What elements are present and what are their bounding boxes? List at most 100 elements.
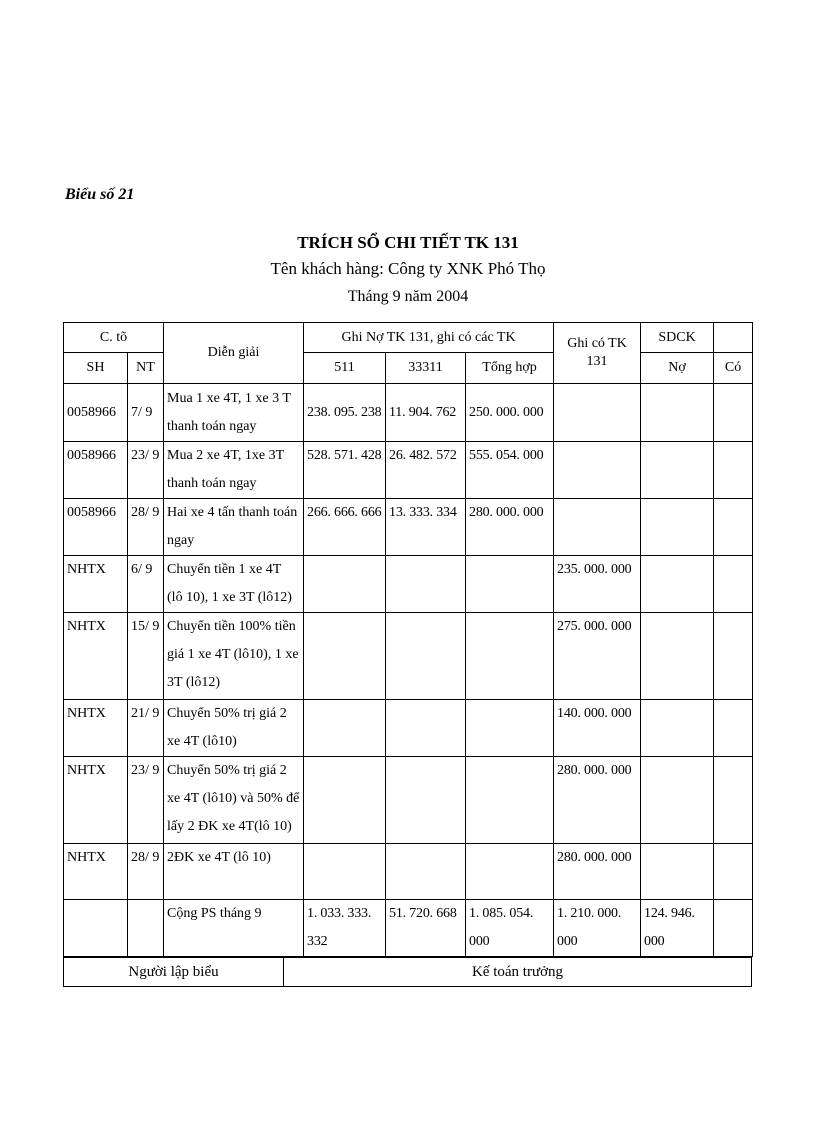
- cell-co: [713, 498, 754, 556]
- cell-co: [713, 843, 754, 900]
- cell-no: [640, 441, 715, 499]
- cell-tong-hop: [465, 699, 555, 757]
- header-empty: [713, 322, 754, 353]
- cell-tong-hop: [465, 612, 555, 700]
- cell-33311: [385, 699, 467, 757]
- cell-511: [303, 555, 387, 613]
- header-nt: NT: [126, 352, 165, 384]
- cell-511: 528. 571. 428: [303, 441, 387, 499]
- cell-co: [713, 612, 754, 700]
- cell-511: [303, 756, 387, 844]
- cell-sh: [63, 899, 128, 957]
- cell-ghi-co: [553, 498, 642, 556]
- cell-tong-hop: [465, 756, 555, 844]
- header-511: 511: [303, 352, 387, 384]
- cell-33311: [385, 612, 467, 700]
- cell-ghi-co: 235. 000. 000: [553, 555, 642, 613]
- table-row: NHTX 28/ 9 2ĐK xe 4T (lô 10) 280. 000. 0…: [63, 843, 754, 900]
- customer-name: Tên khách hàng: Công ty XNK Phó Thọ: [270, 259, 546, 278]
- header-tong-hop: Tổng hợp: [465, 352, 555, 384]
- cell-nt: 28/ 9: [126, 498, 165, 556]
- table-row: 0058966 28/ 9 Hai xe 4 tấn thanh toán ng…: [63, 498, 754, 556]
- table-row: NHTX 23/ 9 Chuyển 50% trị giá 2 xe 4T (l…: [63, 756, 754, 844]
- cell-tong-hop: 555. 054. 000: [465, 441, 555, 499]
- ledger-table: C. tõ Diễn giải Ghi Nợ TK 131, ghi có cá…: [62, 322, 754, 957]
- cell-no: [640, 756, 715, 844]
- cell-sh: 0058966: [63, 383, 128, 442]
- report-period: Tháng 9 năm 2004: [347, 288, 469, 305]
- cell-total-ghi-co: 1. 210. 000. 000: [553, 899, 642, 957]
- preparer-label: Người lập biểu: [64, 958, 284, 986]
- cell-511: 238. 095. 238: [303, 383, 387, 442]
- cell-co: [713, 383, 754, 442]
- cell-desc: Chuyển tiền 100% tiền giá 1 xe 4T (lô10)…: [163, 612, 305, 700]
- cell-total-511: 1. 033. 333. 332: [303, 899, 387, 957]
- cell-desc: Hai xe 4 tấn thanh toán ngay: [163, 498, 305, 556]
- cell-desc: Mua 1 xe 4T, 1 xe 3 T thanh toán ngay: [163, 383, 305, 442]
- doc-label: Biểu số 21: [65, 186, 135, 203]
- table-row: NHTX 6/ 9 Chuyển tiền 1 xe 4T (lô 10), 1…: [63, 555, 754, 613]
- cell-511: [303, 843, 387, 900]
- header-no: Nợ: [640, 352, 715, 384]
- table-row: NHTX 21/ 9 Chuyển 50% trị giá 2 xe 4T (l…: [63, 699, 754, 757]
- cell-511: 266. 666. 666: [303, 498, 387, 556]
- cell-ghi-co: [553, 383, 642, 442]
- cell-33311: 13. 333. 334: [385, 498, 467, 556]
- cell-nt: 23/ 9: [126, 441, 165, 499]
- cell-co: [713, 441, 754, 499]
- cell-desc: Chuyển 50% trị giá 2 xe 4T (lô10): [163, 699, 305, 757]
- cell-tong-hop: [465, 843, 555, 900]
- cell-desc: Chuyển 50% trị giá 2 xe 4T (lô10) và 50%…: [163, 756, 305, 844]
- cell-nt: [126, 899, 165, 957]
- cell-33311: 26. 482. 572: [385, 441, 467, 499]
- cell-co: [713, 756, 754, 844]
- cell-ghi-co: 280. 000. 000: [553, 843, 642, 900]
- cell-co: [713, 555, 754, 613]
- cell-nt: 15/ 9: [126, 612, 165, 700]
- header-ghi-no-group: Ghi Nợ TK 131, ghi có các TK: [303, 322, 555, 353]
- cell-total-tong-hop: 1. 085. 054. 000: [465, 899, 555, 957]
- signature-row: Người lập biểu Kế toán trưởng: [63, 957, 752, 987]
- cell-total-co: [713, 899, 754, 957]
- header-ghi-co-131: Ghi có TK 131: [553, 322, 642, 384]
- cell-511: [303, 699, 387, 757]
- total-row: Cộng PS tháng 9 1. 033. 333. 332 51. 720…: [63, 899, 754, 957]
- cell-tong-hop: 280. 000. 000: [465, 498, 555, 556]
- cell-sh: NHTX: [63, 843, 128, 900]
- cell-33311: 11. 904. 762: [385, 383, 467, 442]
- cell-tong-hop: 250. 000. 000: [465, 383, 555, 442]
- cell-33311: [385, 756, 467, 844]
- cell-nt: 7/ 9: [126, 383, 165, 442]
- cell-desc: Mua 2 xe 4T, 1xe 3T thanh toán ngay: [163, 441, 305, 499]
- cell-sh: NHTX: [63, 555, 128, 613]
- cell-511: [303, 612, 387, 700]
- cell-total-label: Cộng PS tháng 9: [163, 899, 305, 957]
- cell-nt: 6/ 9: [126, 555, 165, 613]
- cell-co: [713, 699, 754, 757]
- cell-total-33311: 51. 720. 668: [385, 899, 467, 957]
- header-chungtu: C. tõ: [62, 322, 165, 353]
- table-row: NHTX 15/ 9 Chuyển tiền 100% tiền giá 1 x…: [63, 612, 754, 700]
- cell-ghi-co: 280. 000. 000: [553, 756, 642, 844]
- title-block: TRÍCH SỔ CHI TIẾT TK 131 Tên khách hàng:…: [0, 231, 816, 311]
- cell-no: [640, 612, 715, 700]
- cell-no: [640, 383, 715, 442]
- header-co: Có: [713, 352, 754, 384]
- cell-nt: 23/ 9: [126, 756, 165, 844]
- cell-nt: 21/ 9: [126, 699, 165, 757]
- cell-no: [640, 555, 715, 613]
- cell-33311: [385, 843, 467, 900]
- cell-ghi-co: 275. 000. 000: [553, 612, 642, 700]
- header-sh: SH: [63, 352, 128, 384]
- cell-desc: Chuyển tiền 1 xe 4T (lô 10), 1 xe 3T (lô…: [163, 555, 305, 613]
- cell-ghi-co: [553, 441, 642, 499]
- cell-sh: 0058966: [63, 498, 128, 556]
- cell-nt: 28/ 9: [126, 843, 165, 900]
- cell-no: [640, 843, 715, 900]
- cell-desc: 2ĐK xe 4T (lô 10): [163, 843, 305, 900]
- header-sdck: SDCK: [640, 322, 715, 353]
- header-dien-giai: Diễn giải: [163, 322, 305, 384]
- cell-sh: NHTX: [63, 756, 128, 844]
- cell-33311: [385, 555, 467, 613]
